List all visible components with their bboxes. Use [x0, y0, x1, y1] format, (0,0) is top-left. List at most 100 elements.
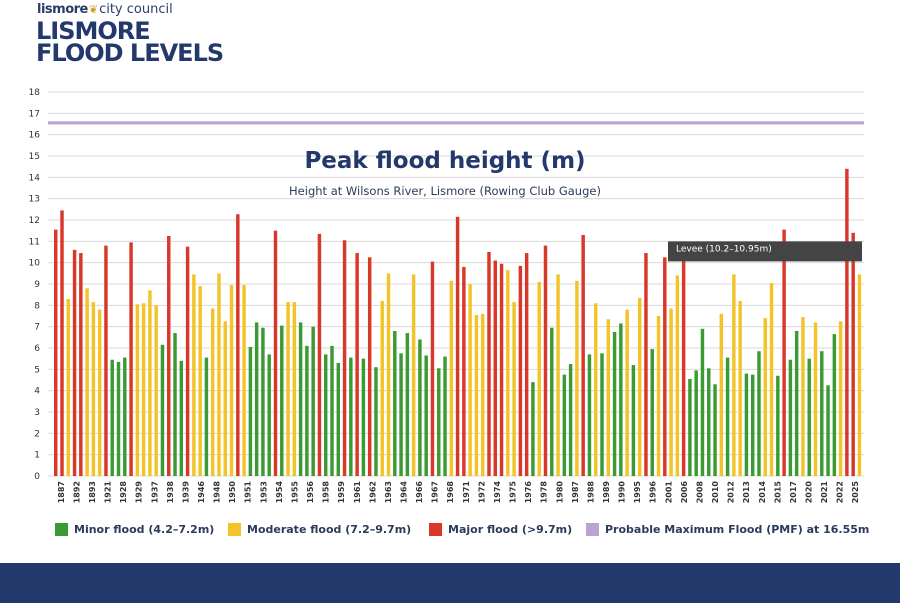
- bar-major: [462, 266, 466, 476]
- bar-moderate: [449, 280, 454, 476]
- bar-moderate: [732, 274, 736, 476]
- bar-minor: [116, 361, 121, 476]
- page-title-line1: LISMORE: [36, 17, 151, 45]
- bar-moderate: [480, 313, 485, 476]
- bar-moderate: [801, 317, 805, 476]
- y-tick-label: 17: [29, 109, 40, 119]
- x-tick-label: 1955: [290, 481, 299, 504]
- bar-major: [487, 252, 491, 476]
- x-tick-label: 1996: [649, 481, 658, 504]
- x-tick-label: 1988: [586, 481, 595, 504]
- bar-minor: [437, 368, 441, 476]
- bar-major: [342, 240, 347, 476]
- legend-swatch-major: [429, 523, 442, 536]
- bar-major: [104, 245, 108, 476]
- bar-minor: [298, 322, 303, 476]
- y-tick-label: 14: [29, 173, 41, 183]
- bar-moderate: [537, 281, 541, 476]
- bar-moderate: [838, 321, 843, 476]
- brand-logo: lismore❦city council: [37, 2, 173, 17]
- x-tick-label: 1959: [337, 481, 346, 504]
- x-tick-label: 1974: [493, 481, 502, 504]
- x-tick-label: 2010: [711, 481, 720, 504]
- chart-subtitle: Height at Wilsons River, Lismore (Rowing…: [289, 184, 601, 198]
- x-tick-label: 2006: [680, 481, 689, 504]
- x-tick-label: 1950: [228, 481, 237, 504]
- bar-major: [493, 260, 497, 476]
- bar-minor: [725, 357, 730, 476]
- y-tick-label: 16: [29, 131, 41, 141]
- bar-minor: [374, 367, 378, 476]
- bar-minor: [361, 358, 366, 476]
- legend-item-pmf: Probable Maximum Flood (PMF) at 16.55m: [586, 523, 869, 536]
- y-tick-label: 8: [34, 301, 40, 311]
- bar-minor: [707, 368, 711, 476]
- y-tick-label: 2: [34, 429, 40, 439]
- bar-minor: [110, 359, 114, 476]
- bar-minor: [418, 339, 422, 476]
- x-tick-label: 1939: [181, 481, 190, 504]
- bar-minor: [826, 385, 830, 476]
- bar-major: [79, 253, 83, 476]
- x-tick-label: 1962: [368, 481, 377, 503]
- bar-minor: [531, 382, 535, 476]
- bar-minor: [587, 354, 592, 476]
- bar-minor: [820, 351, 824, 476]
- x-tick-label: 1938: [166, 481, 175, 504]
- bar-major: [54, 229, 58, 476]
- leaf-icon: ❦: [88, 3, 99, 16]
- bar-minor: [600, 353, 604, 476]
- bar-moderate: [575, 280, 579, 476]
- footer-bar: [0, 563, 900, 603]
- x-tick-label: 1968: [446, 481, 455, 504]
- bar-moderate: [675, 275, 680, 476]
- page-title: LISMORE FLOOD LEVELS: [36, 17, 224, 65]
- bar-moderate: [380, 301, 384, 476]
- bar-minor: [619, 323, 623, 476]
- bar-major: [524, 253, 529, 476]
- bar-moderate: [763, 318, 767, 476]
- y-tick-label: 3: [34, 408, 40, 418]
- bar-major: [430, 261, 435, 476]
- bar-minor: [179, 360, 184, 476]
- x-tick-label: 1987: [571, 481, 580, 503]
- x-tick-label: 1964: [399, 481, 408, 504]
- bar-moderate: [769, 282, 774, 476]
- x-tick-label: 1946: [197, 481, 206, 504]
- x-tick-label: 2013: [742, 481, 751, 503]
- x-tick-label: 1951: [244, 481, 253, 504]
- bar-minor: [713, 384, 717, 476]
- x-tick-label: 1980: [555, 481, 564, 504]
- bar-moderate: [192, 274, 196, 476]
- y-tick-label: 4: [34, 387, 40, 397]
- y-tick-label: 11: [29, 237, 40, 247]
- legend-item-moderate: Moderate flood (7.2–9.7m): [228, 523, 411, 536]
- bar-major: [236, 214, 240, 477]
- bar-major: [317, 233, 322, 476]
- legend-label-moderate: Moderate flood (7.2–9.7m): [247, 523, 412, 536]
- y-tick-label: 7: [34, 323, 40, 333]
- bar-minor: [776, 375, 780, 476]
- bar-moderate: [512, 302, 516, 476]
- bar-minor: [254, 322, 259, 476]
- x-tick-label: 1972: [477, 481, 486, 503]
- x-tick-label: 1956: [306, 481, 315, 504]
- bar-major: [167, 236, 171, 476]
- bar-minor: [568, 364, 573, 476]
- bar-major: [518, 265, 523, 476]
- bar-minor: [248, 346, 253, 476]
- bar-major: [455, 216, 460, 477]
- bar-major: [273, 230, 278, 476]
- bar-moderate: [738, 301, 742, 476]
- bar-moderate: [217, 273, 221, 476]
- bar-moderate: [474, 314, 479, 476]
- bar-moderate: [135, 304, 140, 476]
- y-tick-label: 6: [34, 344, 40, 354]
- x-tick-label: 1966: [415, 481, 424, 504]
- bar-minor: [807, 358, 811, 476]
- bar-major: [663, 257, 667, 476]
- bar-major: [543, 245, 548, 476]
- bar-moderate: [506, 270, 510, 476]
- bar-minor: [694, 370, 698, 476]
